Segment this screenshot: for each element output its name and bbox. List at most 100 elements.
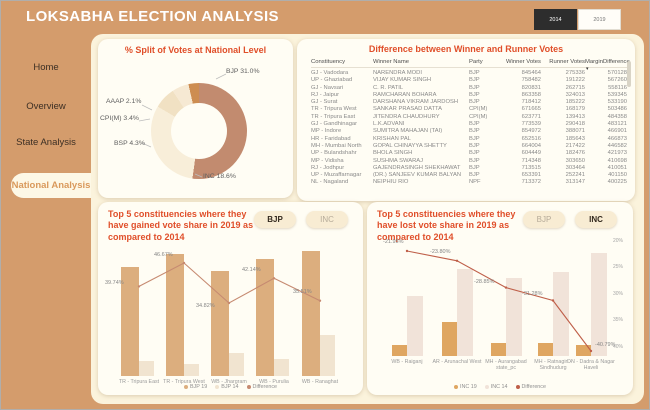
table-column-header[interactable]: Winner Name [373, 59, 410, 65]
bar-2014[interactable] [591, 253, 607, 356]
bar-2019[interactable] [256, 259, 274, 376]
bar-2014[interactable] [229, 352, 244, 376]
legend-item[interactable]: INC 14 [484, 384, 508, 390]
lost-chart-title: Top 5 constituencies where they have los… [377, 209, 516, 242]
bar-2019[interactable] [538, 342, 553, 356]
bar-2019[interactable] [442, 322, 457, 356]
table-row[interactable]: UP - Bulandshahr BHOLA SINGH BJP 604449 1824… [311, 150, 627, 157]
table-cell: BJP [469, 142, 480, 149]
lost-inc-toggle[interactable]: INC [575, 211, 617, 228]
table-cell: 653391 [521, 172, 541, 179]
table-cell: MH - Mumbai North [311, 142, 362, 149]
table-cell: 483121 [607, 121, 627, 128]
bar-2019[interactable] [166, 253, 184, 376]
table-row[interactable]: UP - Ghaziabad VIJAY KUMAR SINGH BJP 758482… [311, 77, 627, 84]
bar-2019[interactable] [211, 270, 229, 376]
table-row[interactable]: GJ - Vadodara NARENDRA MODI BJP 845464 27533… [311, 70, 627, 77]
table-cell: CPI(M) [469, 113, 488, 120]
table-title: Difference between Winner and Runner Vot… [368, 44, 564, 54]
legend-label: Difference [252, 384, 278, 390]
bar-2014[interactable] [506, 277, 522, 356]
table-column-header[interactable]: Constituency [311, 59, 346, 65]
table-row[interactable]: MP - Vidisha SUSHMA SWARAJ BJP 714348 303650… [311, 158, 627, 165]
donut-callout-label: AAAP 2.1% [106, 98, 142, 105]
table-column-header[interactable]: Party [469, 59, 483, 65]
table-row[interactable]: RJ - Jodhpur GAJENDRASINGH SHEKHAWAT BJP 71… [311, 165, 627, 172]
category-label: WB - Jhargram [211, 379, 247, 385]
table-row[interactable]: GJ - Surat DARSHANA VIKRAM JARDOSH BJP 7184… [311, 99, 627, 106]
table-cell: 773539 [521, 121, 541, 128]
year-2014-button[interactable]: 2014 [534, 9, 577, 30]
table-scrollbar-thumb[interactable] [627, 61, 631, 87]
difference-value-label: 35.51% [293, 288, 312, 295]
table-cell: (DR.) SANJEEV KUMAR BALYAN [373, 172, 462, 179]
secondary-axis-tick: 40% [612, 343, 623, 350]
table-row[interactable]: HR - Faridabad KRISHAN PAL BJP 652516 185643… [311, 136, 627, 143]
secondary-axis-tick: 25% [612, 264, 623, 271]
table-column-header[interactable]: Runner Votes [549, 59, 585, 65]
table-column-header[interactable]: Winner Votes [505, 59, 541, 65]
table-cell: BHOLA SINGH [373, 150, 413, 157]
bar-2019[interactable] [392, 344, 407, 356]
bar-2019[interactable] [302, 251, 320, 376]
bar-2019[interactable] [576, 344, 591, 356]
bar-2019[interactable] [491, 342, 506, 356]
bar-2014[interactable] [274, 358, 289, 376]
table-row[interactable]: RJ - Jaipur RAMCHARAN BOHARA BJP 863358 3240… [311, 92, 627, 99]
legend-item[interactable]: Difference [515, 384, 546, 390]
sidebar-item-national-analysis[interactable]: National Analysis [11, 173, 91, 198]
table-cell: 303464 [565, 164, 585, 171]
table-cell: 303650 [565, 157, 585, 164]
table-cell: CPI(M) [469, 106, 488, 113]
category-label: TR - Tripura West [163, 379, 205, 385]
table-cell: 446582 [607, 142, 627, 149]
table-row[interactable]: GJ - Gandhinagar L.K.ADVANI BJP 773539 29041… [311, 121, 627, 128]
table-cell: BJP [469, 128, 480, 135]
bar-2014[interactable] [407, 295, 423, 356]
table-body: GJ - Vadodara NARENDRA MODI BJP 845464 27533… [311, 70, 627, 199]
table-row[interactable]: TR - Tripura West SANKAR PRASAD DATTA CPI(… [311, 106, 627, 113]
table-cell: 558116 [608, 84, 627, 91]
table-cell: 863358 [521, 91, 541, 98]
page-title: LOKSABHA ELECTION ANALYSIS [26, 8, 279, 25]
sidebar-item-state-analysis[interactable]: State Analysis [16, 137, 76, 148]
bar-2014[interactable] [184, 363, 199, 376]
year-2019-button[interactable]: 2019 [578, 9, 621, 30]
table-column-header[interactable]: MarginDifference [585, 59, 630, 65]
bar-2014[interactable] [457, 269, 473, 356]
table-cell: VIJAY KUMAR SINGH [373, 77, 432, 84]
legend-item[interactable]: INC 19 [453, 384, 477, 390]
sort-descending-icon[interactable]: ▾ [586, 66, 589, 72]
sidebar-item-overview[interactable]: Overview [26, 101, 66, 112]
bar-2014[interactable] [553, 272, 569, 356]
difference-value-label: -40.79% [595, 342, 616, 348]
gained-inc-toggle[interactable]: INC [306, 211, 348, 228]
legend-item[interactable]: BJP 19 [183, 384, 207, 390]
table-row[interactable]: GJ - Navsari C. R. PATIL BJP 820831 262715 55… [311, 85, 627, 92]
table-cell: L.K.ADVANI [373, 121, 405, 128]
table-cell: SUSHMA SWARAJ [373, 157, 424, 164]
bar-2019[interactable] [121, 267, 139, 376]
table-row[interactable]: MH - Mumbai North GOPAL CHINAYYA SHETTY BJ… [311, 143, 627, 150]
bar-2014[interactable] [320, 335, 335, 376]
table-cell: 820831 [521, 84, 541, 91]
table-cell: BJP [469, 99, 480, 106]
table-cell: 168179 [565, 106, 585, 113]
legend-item[interactable]: BJP 14 [215, 384, 239, 390]
table-row[interactable]: UP - Muzaffarnagar (DR.) SANJEEV KUMAR BA… [311, 172, 627, 179]
table-row[interactable]: TR - Tripura East JITENDRA CHAUDHURY CPI(M… [311, 114, 627, 121]
bar-2014[interactable] [139, 361, 154, 376]
legend-item[interactable]: Difference [246, 384, 278, 390]
content-panel: % Split of Votes at National Level BJP 3… [91, 34, 644, 404]
table-cell: TR - Tripura West [311, 106, 357, 113]
table-cell: 604449 [521, 150, 541, 157]
donut-callout-label: CPI(M) 3.4% [100, 115, 139, 122]
table-row[interactable]: NL - Nagaland NEIPHIU RIO NPF 713372 313147 4… [311, 179, 627, 186]
table-cell: 182476 [565, 150, 585, 157]
gained-bjp-toggle[interactable]: BJP [254, 211, 296, 228]
table-cell: BJP [469, 77, 480, 84]
difference-value-label: -21.95% [383, 239, 404, 245]
lost-bjp-toggle[interactable]: BJP [523, 211, 565, 228]
table-row[interactable]: MP - Indore SUMITRA MAHAJAN (TAI) BJP 85497… [311, 128, 627, 135]
sidebar-item-home[interactable]: Home [33, 62, 59, 73]
